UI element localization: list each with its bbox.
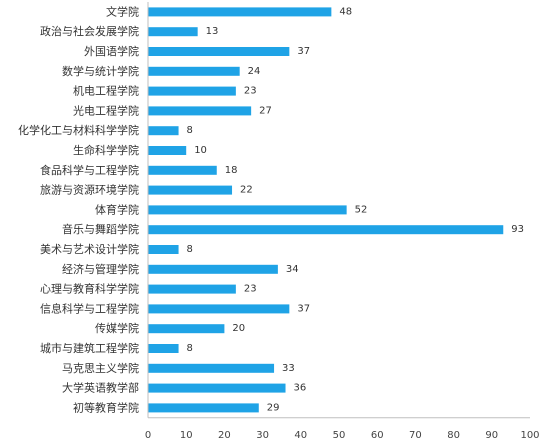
- value-label: 24: [248, 66, 261, 77]
- category-label: 传媒学院: [95, 321, 139, 335]
- value-label: 33: [282, 363, 295, 374]
- bar: [148, 185, 233, 195]
- bar: [148, 27, 198, 37]
- category-label: 旅游与资源环境学院: [40, 183, 139, 197]
- bar: [148, 106, 252, 116]
- category-label: 机电工程学院: [73, 84, 139, 98]
- value-label: 8: [187, 343, 193, 354]
- value-label: 8: [187, 125, 193, 136]
- x-tick-label: 10: [180, 430, 193, 441]
- bar: [148, 403, 259, 413]
- value-label: 18: [225, 165, 238, 176]
- value-label: 37: [297, 46, 310, 57]
- bar: [148, 383, 286, 393]
- x-axis-ticks: 0 10 20 30 40 50 60 70 80 90 100: [145, 430, 540, 441]
- x-tick-label: 70: [409, 430, 422, 441]
- category-label: 信息科学与工程学院: [40, 301, 139, 315]
- bar: [148, 245, 179, 254]
- x-tick-label: 0: [145, 430, 151, 441]
- bar: [148, 7, 332, 17]
- value-label: 22: [240, 185, 253, 196]
- category-label: 初等教育学院: [73, 400, 139, 414]
- category-label: 文学院: [106, 4, 139, 18]
- x-tick-label: 100: [520, 430, 539, 441]
- bar: [148, 363, 275, 373]
- bar: [148, 126, 179, 136]
- category-label: 政治与社会发展学院: [40, 24, 139, 38]
- bar: [148, 146, 187, 155]
- value-label: 48: [339, 6, 352, 17]
- value-label: 93: [511, 224, 524, 235]
- x-tick-label: 50: [333, 430, 346, 441]
- bar: [148, 205, 347, 215]
- bar: [148, 344, 179, 353]
- bar: [148, 225, 504, 235]
- value-label: 34: [286, 264, 299, 275]
- x-tick-label: 90: [485, 430, 498, 441]
- bar: [148, 47, 290, 56]
- value-label: 52: [355, 204, 368, 215]
- category-label: 音乐与舞蹈学院: [62, 222, 139, 236]
- bar: [148, 284, 236, 294]
- value-label: 23: [244, 86, 257, 97]
- value-label: 27: [259, 105, 272, 116]
- bar: [148, 304, 290, 314]
- category-label: 城市与建筑工程学院: [40, 341, 139, 355]
- x-tick-label: 80: [447, 430, 460, 441]
- category-label: 美术与艺术设计学院: [40, 242, 139, 256]
- bar: [148, 86, 236, 96]
- category-label: 生命科学学院: [73, 143, 139, 157]
- category-label: 外国语学院: [84, 44, 139, 58]
- value-label: 20: [232, 323, 245, 334]
- category-label: 心理与教育科学学院: [40, 282, 139, 296]
- value-label: 37: [297, 303, 310, 314]
- value-label: 13: [206, 26, 219, 37]
- x-tick-label: 60: [371, 430, 384, 441]
- value-label: 23: [244, 284, 257, 295]
- value-label: 10: [194, 145, 207, 156]
- category-label: 马克思主义学院: [62, 361, 139, 375]
- bar: [148, 165, 217, 175]
- category-label: 数学与统计学院: [62, 64, 139, 78]
- bar: [148, 66, 240, 76]
- category-label: 大学英语教学部: [62, 381, 139, 395]
- x-tick-label: 30: [256, 430, 269, 441]
- value-label: 29: [267, 402, 280, 413]
- category-label: 光电工程学院: [73, 103, 139, 117]
- value-label: 36: [294, 383, 307, 394]
- bar: [148, 324, 225, 334]
- bar: [148, 264, 278, 274]
- x-tick-label: 40: [294, 430, 307, 441]
- category-label: 食品科学与工程学院: [40, 163, 139, 177]
- value-label: 8: [187, 244, 193, 255]
- category-labels: 文学院政治与社会发展学院外国语学院数学与统计学院机电工程学院光电工程学院化学化工…: [18, 4, 139, 414]
- category-label: 化学化工与材料科学学院: [18, 123, 139, 137]
- category-label: 体育学院: [95, 202, 139, 216]
- bars-group: [148, 7, 504, 413]
- category-label: 经济与管理学院: [62, 262, 139, 276]
- x-tick-label: 20: [218, 430, 231, 441]
